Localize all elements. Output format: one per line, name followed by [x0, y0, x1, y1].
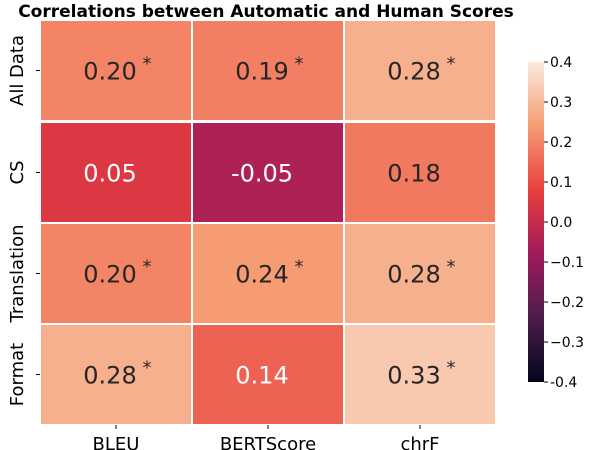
- row-label: Format: [7, 343, 28, 406]
- column-label: chrF: [400, 434, 439, 450]
- heatmap-cell: [193, 224, 343, 323]
- heatmap-cell: [41, 21, 191, 120]
- cell-value-label: 0.20: [83, 58, 136, 86]
- colorbar-tick-label: 0.3: [550, 95, 572, 111]
- heatmap-cell: [41, 224, 191, 323]
- colorbar-tick-label: 0.2: [550, 135, 572, 151]
- cell-value-label: 0.05: [83, 160, 136, 188]
- heatmap-cells: 0.20 * 0.19 * 0.28 * 0.05 -0.05 0.18 0.20 * 0.24 * 0.…: [41, 21, 495, 424]
- cell-value-label: 0.33: [387, 362, 440, 390]
- heatmap-cell: [345, 224, 495, 323]
- significance-marker: *: [447, 358, 456, 379]
- significance-marker: *: [447, 54, 456, 75]
- cell-value-label: 0.28: [83, 362, 136, 390]
- cell-value-label: -0.05: [231, 160, 293, 188]
- colorbar-tick-label: 0.4: [550, 55, 572, 71]
- column-label: BLEU: [93, 434, 140, 450]
- cell-value-label: 0.28: [387, 261, 440, 289]
- cell-value-label: 0.20: [83, 261, 136, 289]
- heatmap-cell: [41, 123, 191, 222]
- significance-marker: *: [143, 257, 152, 278]
- cell-value-label: 0.28: [387, 58, 440, 86]
- heatmap-cell: [193, 21, 343, 120]
- colorbar: -0.4 −0.3 −0.2 −0.1 0.0 0.1 0.2 0.3 0.4: [528, 55, 584, 391]
- row-label: CS: [7, 161, 28, 185]
- heatmap-cell: [41, 325, 191, 424]
- colorbar-tick-label: −0.3: [550, 335, 584, 351]
- cell-value-label: 0.19: [235, 58, 288, 86]
- significance-marker: *: [295, 54, 304, 75]
- chart-title: Correlations between Automatic and Human…: [18, 2, 514, 22]
- colorbar-tick-label: -0.4: [550, 375, 577, 391]
- cell-value-label: 0.18: [387, 160, 440, 188]
- colorbar-tick-label: 0.0: [550, 215, 572, 231]
- significance-marker: *: [143, 358, 152, 379]
- heatmap-cell: [345, 21, 495, 120]
- heatmap-cell: [193, 325, 343, 424]
- cell-value-label: 0.14: [235, 362, 288, 390]
- significance-marker: *: [143, 54, 152, 75]
- axis-labels: All Data CS Translation Format BLEU BERTScore…: [7, 35, 440, 450]
- cell-value-label: 0.24: [235, 261, 288, 289]
- heatmap-cell: [193, 123, 343, 222]
- heatmap-cell: [345, 123, 495, 222]
- colorbar-tick-label: −0.1: [550, 255, 584, 271]
- significance-marker: *: [447, 257, 456, 278]
- heatmap-cell: [345, 325, 495, 424]
- row-label: All Data: [7, 35, 28, 106]
- colorbar-gradient: [528, 62, 544, 382]
- row-label: Translation: [7, 224, 28, 323]
- significance-marker: *: [295, 257, 304, 278]
- column-label: BERTScore: [220, 434, 316, 450]
- colorbar-tick-label: 0.1: [550, 175, 572, 191]
- colorbar-tick-label: −0.2: [550, 295, 584, 311]
